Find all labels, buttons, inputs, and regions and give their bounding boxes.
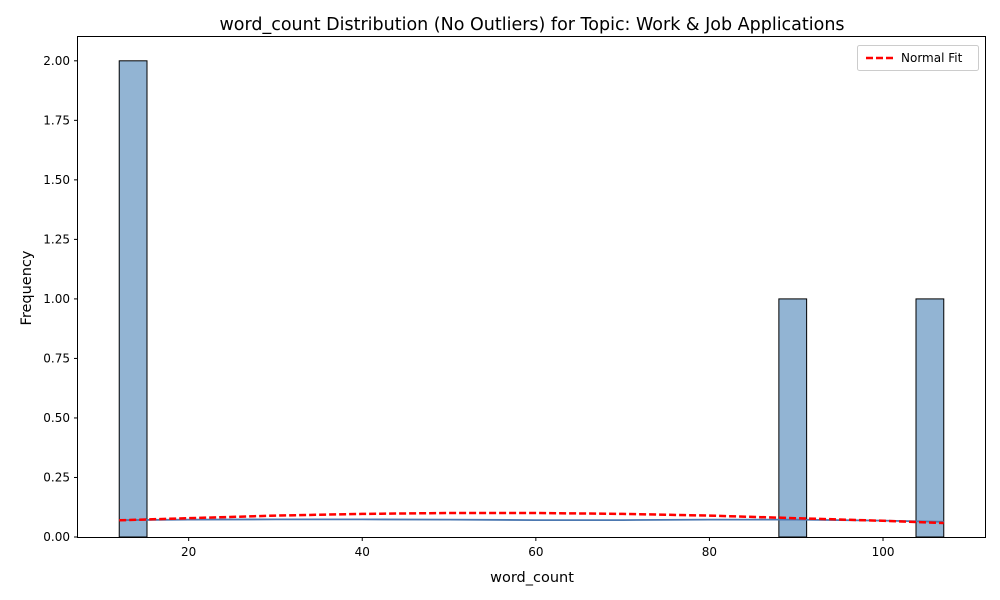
y-axis-label: Frequency xyxy=(19,250,35,325)
y-tick-label: 0.50 xyxy=(43,411,70,425)
lines-group xyxy=(119,511,944,525)
x-tick-label: 100 xyxy=(872,545,895,559)
y-tick-label: 0.75 xyxy=(43,351,70,365)
x-tick-label: 80 xyxy=(702,545,717,559)
legend-label-normal-fit: Normal Fit xyxy=(901,51,963,65)
x-axis: 20 40 60 80 100 xyxy=(181,537,894,559)
y-tick-label: 0.00 xyxy=(43,530,70,544)
x-tick-label: 20 xyxy=(181,545,196,559)
histogram-bar xyxy=(118,60,148,538)
y-axis: 0.00 0.25 0.50 0.75 1.00 1.25 1.50 1.75 2.00 xyxy=(43,54,78,544)
x-tick-label: 60 xyxy=(528,545,543,559)
normal-fit-line xyxy=(119,511,944,525)
x-axis-label: word_count xyxy=(490,570,574,586)
histogram-bar xyxy=(915,298,945,538)
legend-box xyxy=(857,45,979,71)
y-tick-label: 1.75 xyxy=(43,113,70,127)
legend: Normal Fit xyxy=(857,45,979,71)
y-tick-label: 2.00 xyxy=(43,54,70,68)
y-tick-label: 1.25 xyxy=(43,232,70,246)
plot-frame xyxy=(77,36,986,538)
bars-group xyxy=(118,60,945,538)
y-tick-label: 1.50 xyxy=(43,173,70,187)
y-tick-label: 0.25 xyxy=(43,470,70,484)
x-tick-label: 40 xyxy=(355,545,370,559)
histogram-bar xyxy=(778,298,808,538)
chart-title: word_count Distribution (No Outliers) fo… xyxy=(219,15,844,35)
y-tick-label: 1.00 xyxy=(43,292,70,306)
